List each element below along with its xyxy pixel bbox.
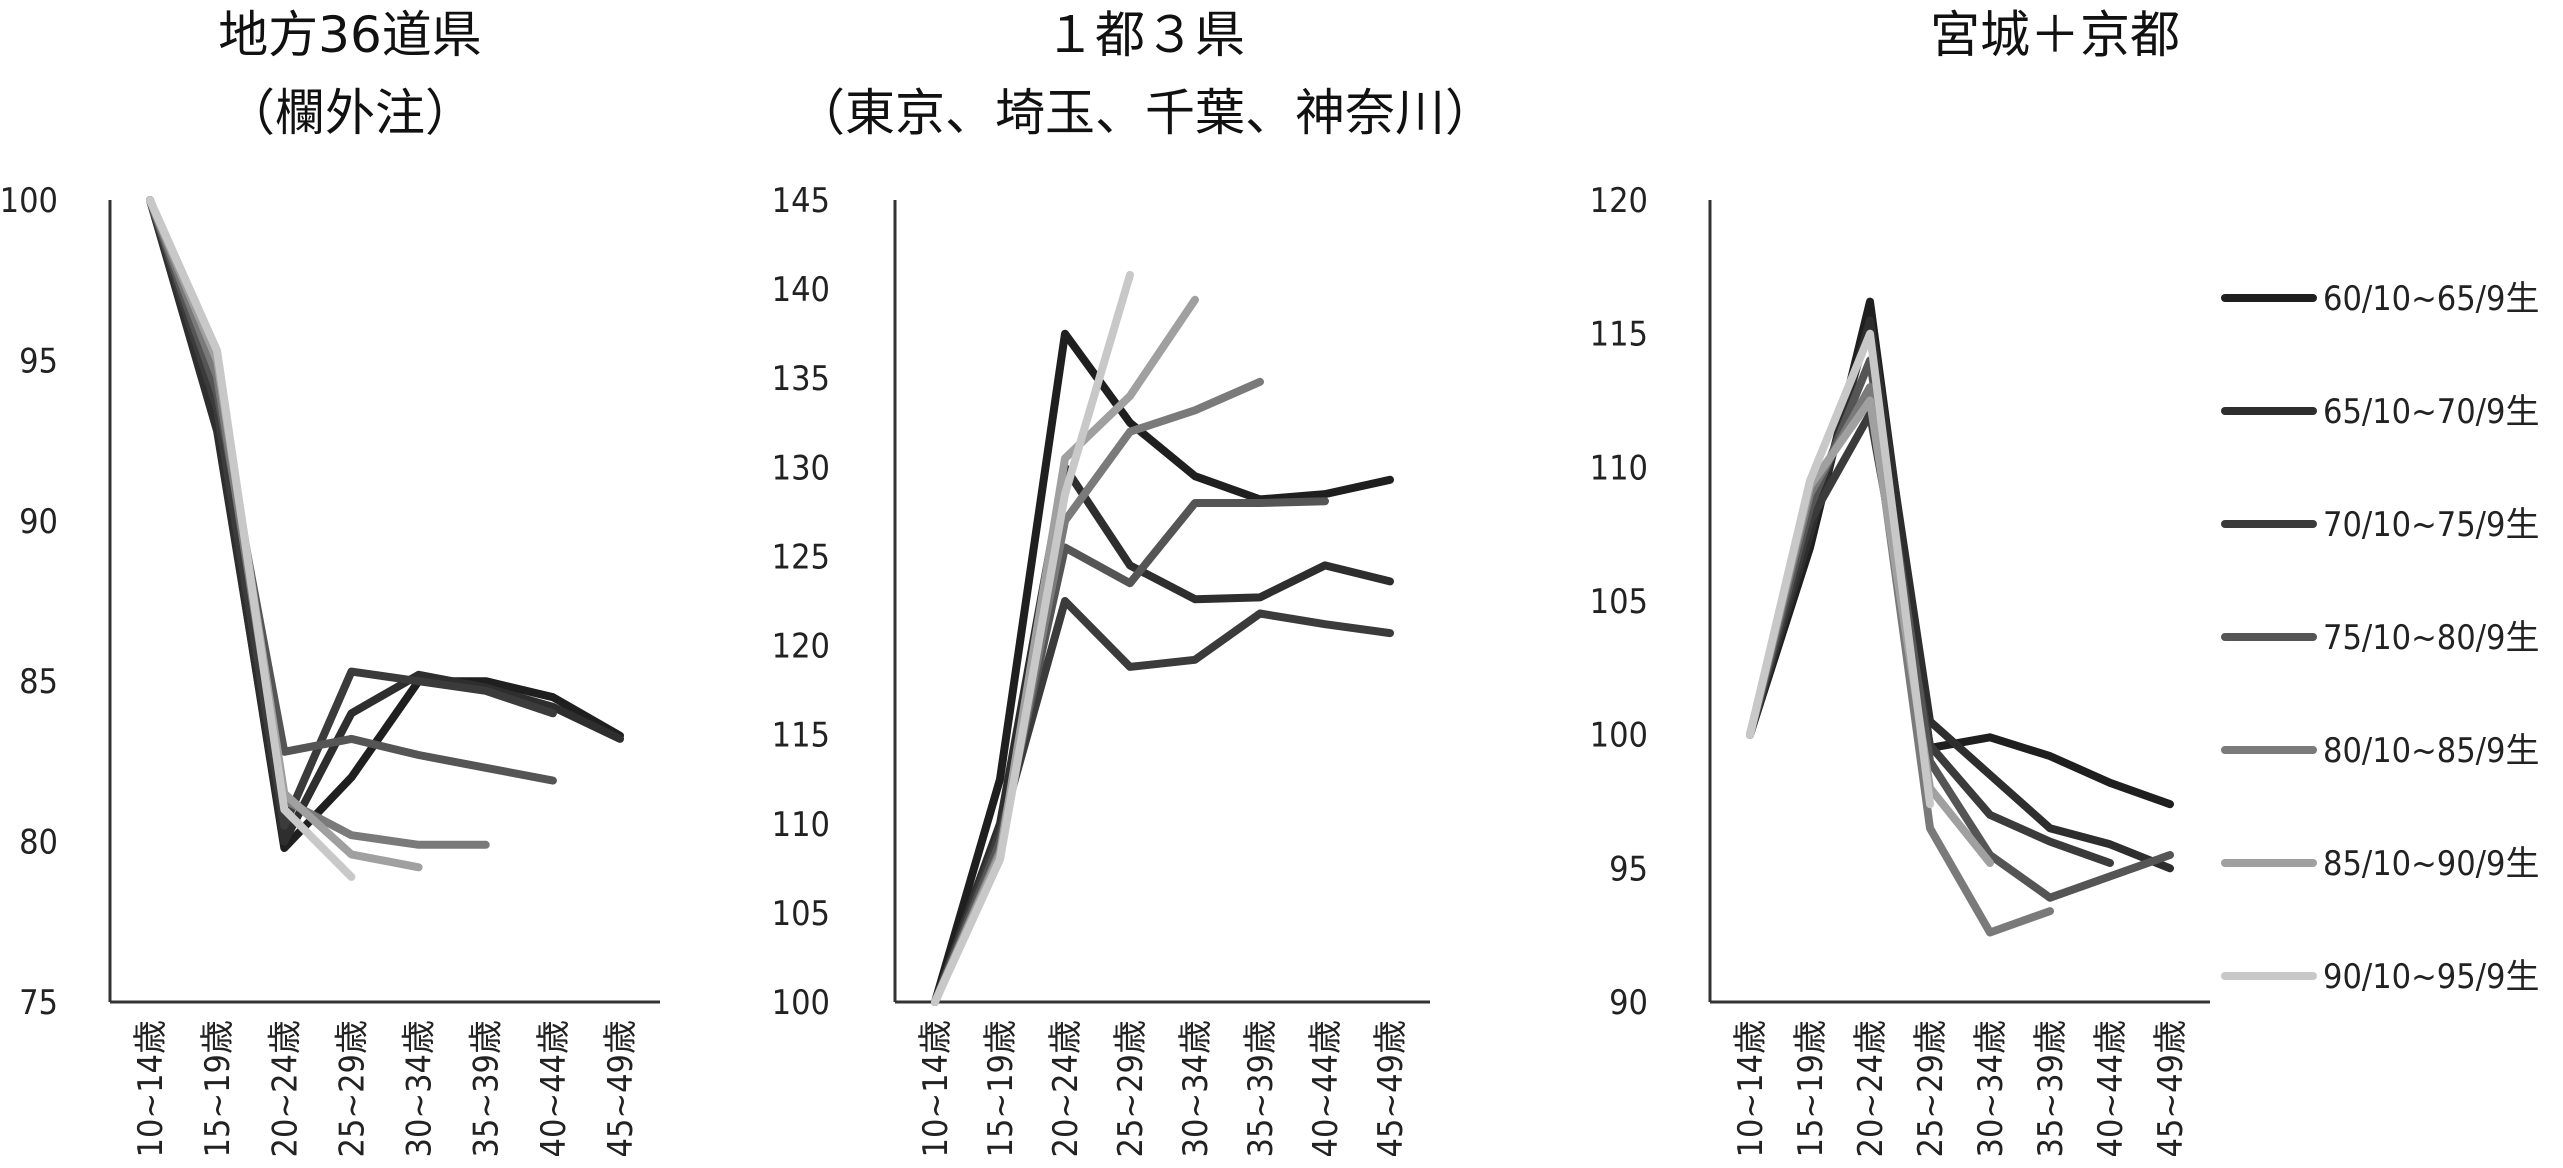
y-tick-label: 125 xyxy=(772,537,830,577)
x-tick-label: 25~29歳 xyxy=(1911,1020,1951,1157)
x-tick-label: 35~39歳 xyxy=(1241,1020,1281,1157)
y-tick-label: 100 xyxy=(1590,716,1648,756)
chart2-title: １都３県 xyxy=(1045,6,1245,64)
x-tick-label: 20~24歳 xyxy=(1851,1020,1891,1157)
y-tick-label: 105 xyxy=(772,894,830,934)
legend-label: 90/10~95/9生 xyxy=(2323,957,2539,997)
x-tick-label: 45~49歳 xyxy=(601,1020,641,1157)
y-tick-label: 100 xyxy=(0,181,58,221)
legend-label: 80/10~85/9生 xyxy=(2323,731,2539,771)
x-tick-label: 25~29歳 xyxy=(332,1020,372,1157)
x-tick-label: 35~39歳 xyxy=(467,1020,507,1157)
series-line-4 xyxy=(1746,356,2174,902)
y-tick-label: 80 xyxy=(19,823,58,863)
y-tick-label: 85 xyxy=(19,662,58,702)
y-tick-label: 145 xyxy=(772,181,830,221)
x-tick-label: 20~24歳 xyxy=(265,1020,305,1157)
series-line-4 xyxy=(931,497,1329,1006)
series-line-1 xyxy=(1746,297,2174,809)
x-tick-label: 45~49歳 xyxy=(1371,1020,1411,1157)
x-tick-label: 45~49歳 xyxy=(2151,1020,2191,1157)
x-tick-label: 15~19歳 xyxy=(981,1020,1021,1157)
y-tick-label: 105 xyxy=(1590,582,1648,622)
y-tick-label: 95 xyxy=(19,341,58,381)
series-line-7 xyxy=(931,270,1134,1006)
y-tick-label: 110 xyxy=(772,805,830,845)
legend-label: 60/10~65/9生 xyxy=(2323,279,2539,319)
y-tick-label: 110 xyxy=(1590,448,1648,488)
x-tick-label: 15~19歳 xyxy=(198,1020,238,1157)
x-tick-label: 25~29歳 xyxy=(1111,1020,1151,1157)
chart-panel-2: 100 105 110 115 120 125 130 135 140 145 10~14歳 15~1… xyxy=(772,181,1430,1157)
chart-panel-1: 75 80 85 90 95 100 10~14歳 15~19歳 20~24歳 25~29歳 30~… xyxy=(0,181,660,1157)
chart1-title: 地方36道県 xyxy=(218,6,482,64)
series-line-7 xyxy=(146,196,356,881)
x-tick-label: 40~44歳 xyxy=(534,1020,574,1157)
legend-label: 70/10~75/9生 xyxy=(2323,505,2539,545)
y-tick-label: 135 xyxy=(772,359,830,399)
x-tick-label: 15~19歳 xyxy=(1791,1020,1831,1157)
x-tick-label: 40~44歳 xyxy=(2091,1020,2131,1157)
y-tick-label: 120 xyxy=(772,627,830,667)
series-line-5 xyxy=(931,377,1264,1006)
series-line-1 xyxy=(931,329,1394,1006)
x-tick-label: 10~14歳 xyxy=(1731,1020,1771,1157)
chart3-title: 宮城＋京都 xyxy=(1930,6,2180,64)
y-tick-label: 120 xyxy=(1590,181,1648,221)
y-tick-label: 115 xyxy=(1590,315,1648,355)
x-tick-label: 40~44歳 xyxy=(1306,1020,1346,1157)
chart2-subtitle: （東京、埼玉、千葉、神奈川） xyxy=(795,84,1495,142)
x-tick-label: 10~14歳 xyxy=(916,1020,956,1157)
y-tick-label: 95 xyxy=(1609,849,1648,889)
y-tick-label: 100 xyxy=(772,983,830,1023)
y-tick-label: 75 xyxy=(19,983,58,1023)
series-line-3 xyxy=(146,196,557,830)
legend-label: 75/10~80/9生 xyxy=(2323,618,2539,658)
y-tick-label: 90 xyxy=(19,502,58,542)
x-tick-label: 20~24歳 xyxy=(1046,1020,1086,1157)
series-line-5 xyxy=(146,196,490,849)
x-tick-label: 35~39歳 xyxy=(2031,1020,2071,1157)
x-tick-label: 30~34歳 xyxy=(1176,1020,1216,1157)
chart-panel-3: 90 95 100 105 110 115 120 10~14歳 15~19歳 20~24歳 25~… xyxy=(1590,181,2210,1157)
legend: 60/10~65/9生 65/10~70/9生 70/10~75/9生 75/10~8… xyxy=(2221,279,2539,997)
series-line-7 xyxy=(1746,329,1934,809)
y-tick-label: 90 xyxy=(1609,983,1648,1023)
y-tick-label: 115 xyxy=(772,716,830,756)
legend-label: 65/10~70/9生 xyxy=(2323,392,2539,432)
x-tick-label: 30~34歳 xyxy=(1971,1020,2011,1157)
x-tick-label: 30~34歳 xyxy=(400,1020,440,1157)
y-tick-label: 130 xyxy=(772,448,830,488)
y-tick-label: 140 xyxy=(772,270,830,310)
x-tick-label: 10~14歳 xyxy=(131,1020,171,1157)
series-line-5 xyxy=(1746,383,2054,937)
chart1-subtitle: （欄外注） xyxy=(225,84,475,142)
legend-label: 85/10~90/9生 xyxy=(2323,844,2539,884)
